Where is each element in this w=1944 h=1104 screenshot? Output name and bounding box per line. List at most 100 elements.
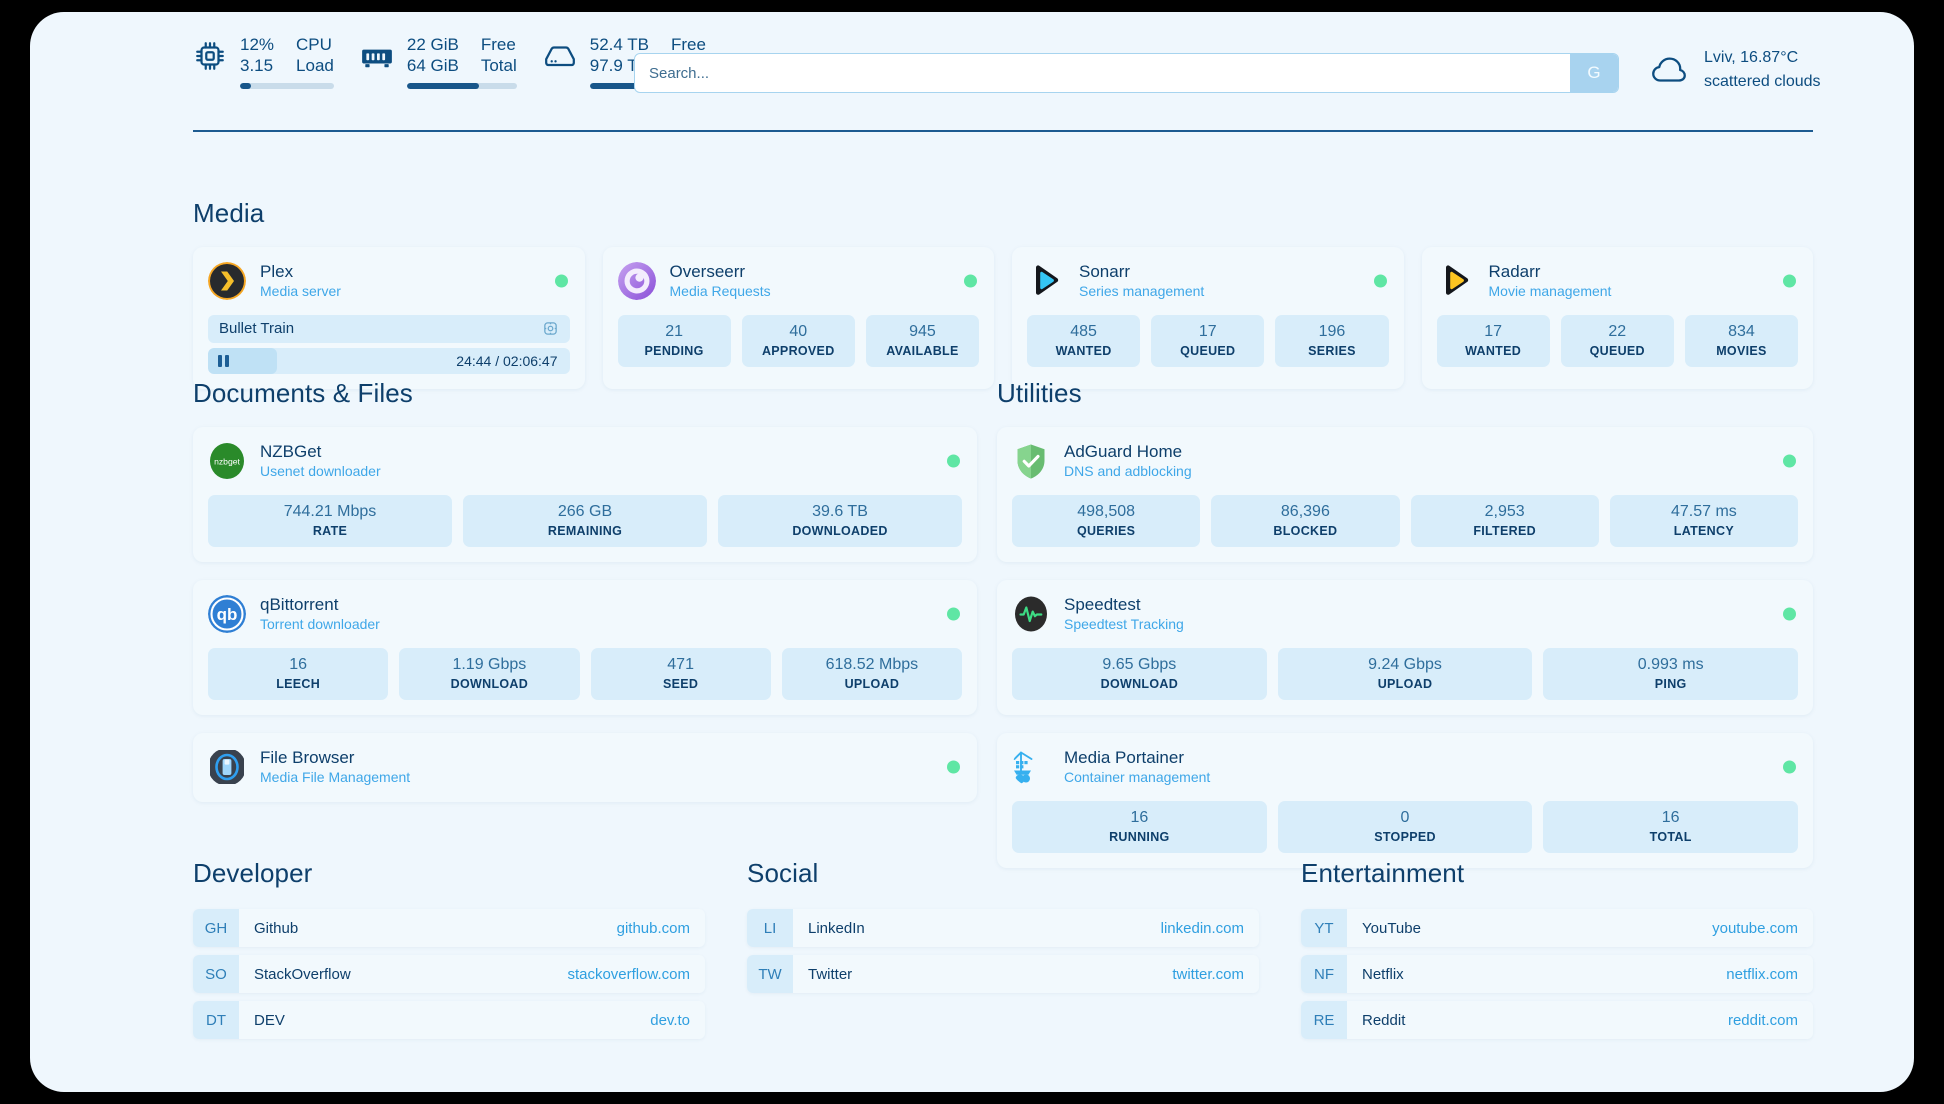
service-subtitle: Torrent downloader bbox=[260, 615, 380, 632]
resource-stats-group: 12% 3.15 CPU Load bbox=[193, 35, 707, 89]
service-card[interactable]: nzbget NZBGet Usenet downloader 744.21 M… bbox=[193, 427, 977, 563]
stat-tile-label: SERIES bbox=[1308, 344, 1356, 359]
service-card[interactable]: AdGuard Home DNS and adblocking 498,508 … bbox=[997, 427, 1813, 563]
documents-card-list: nzbget NZBGet Usenet downloader 744.21 M… bbox=[193, 427, 977, 802]
service-name: NZBGet bbox=[260, 442, 322, 461]
stat-tile: 498,508 QUERIES bbox=[1012, 494, 1201, 548]
media-section-title: Media bbox=[193, 198, 265, 228]
stat-tile: 39.6 TB DOWNLOADED bbox=[718, 494, 962, 548]
stat-tile-label: RATE bbox=[312, 524, 348, 539]
documents-section: Documents & Files nzbget NZBGet Usenet d… bbox=[193, 378, 977, 802]
svg-text:nzbget: nzbget bbox=[214, 456, 240, 466]
bookmark-item[interactable]: LI LinkedIn linkedin.com bbox=[747, 909, 1259, 947]
stat-tile-label: AVAILABLE bbox=[886, 344, 959, 359]
bookmark-abbr: GH bbox=[193, 909, 239, 947]
stat-tile-label: BLOCKED bbox=[1273, 524, 1338, 539]
service-card[interactable]: Sonarr Series management 485 WANTED 17 Q… bbox=[1012, 247, 1404, 389]
service-name: File Browser bbox=[260, 748, 355, 768]
stat-tile-label: QUERIES bbox=[1076, 524, 1136, 539]
service-card-header: qb qBittorrent Torrent downloader bbox=[208, 594, 962, 634]
bookmark-group: Developer GH Github github.com SO StackO… bbox=[193, 858, 705, 1039]
search-bar[interactable]: G bbox=[634, 53, 1619, 93]
service-subtitle: Usenet downloader bbox=[260, 462, 381, 479]
bookmark-group-title: Entertainment bbox=[1301, 858, 1465, 888]
bookmark-item[interactable]: NF Netflix netflix.com bbox=[1301, 955, 1813, 993]
bookmark-item[interactable]: TW Twitter twitter.com bbox=[747, 955, 1259, 993]
service-card-header: nzbget NZBGet Usenet downloader bbox=[208, 441, 962, 481]
bookmark-group: Social LI LinkedIn linkedin.com TW Twitt… bbox=[747, 858, 1259, 1039]
bookmark-item[interactable]: GH Github github.com bbox=[193, 909, 705, 947]
settings-icon[interactable] bbox=[542, 320, 559, 337]
stat-tile-value: 0 bbox=[1400, 808, 1410, 826]
bookmark-item[interactable]: RE Reddit reddit.com bbox=[1301, 1001, 1813, 1039]
service-card[interactable]: File Browser Media File Management bbox=[193, 733, 977, 802]
bookmark-abbr: SO bbox=[193, 955, 239, 993]
bookmark-abbr: YT bbox=[1301, 909, 1347, 947]
stat-tile-value: 196 bbox=[1318, 322, 1346, 340]
service-card[interactable]: Plex Media server Bullet Train 24:44 / 0… bbox=[193, 247, 585, 389]
service-card-header: Media Portainer Container management bbox=[1012, 747, 1798, 787]
stat-tile-label: WANTED bbox=[1055, 344, 1112, 359]
bookmark-name: Reddit bbox=[1362, 1011, 1406, 1029]
stat-tiles: 9.65 Gbps DOWNLOAD 9.24 Gbps UPLOAD 0.99… bbox=[1012, 647, 1799, 701]
now-playing-title-row[interactable]: Bullet Train bbox=[208, 314, 570, 343]
service-name: Radarr bbox=[1488, 262, 1541, 281]
stat-tile: 47.57 ms LATENCY bbox=[1609, 494, 1798, 548]
bookmark-name: StackOverflow bbox=[254, 965, 351, 983]
stat-tile-value: 9.24 Gbps bbox=[1368, 655, 1442, 673]
stat-tiles: 17 WANTED 22 QUEUED 834 MOVIES bbox=[1436, 314, 1799, 368]
service-card[interactable]: Speedtest Speedtest Tracking 9.65 Gbps D… bbox=[997, 580, 1813, 716]
bookmark-item[interactable]: DT DEV dev.to bbox=[193, 1001, 705, 1039]
bookmark-item[interactable]: SO StackOverflow stackoverflow.com bbox=[193, 955, 705, 993]
bookmark-abbr: LI bbox=[747, 909, 793, 947]
stat-tile: 945 AVAILABLE bbox=[865, 314, 980, 368]
service-card-header: Speedtest Speedtest Tracking bbox=[1012, 594, 1798, 634]
stat-tile-label: DOWNLOAD bbox=[1100, 677, 1179, 692]
service-card-header: File Browser Media File Management bbox=[208, 747, 962, 787]
bookmark-url: github.com bbox=[616, 919, 690, 937]
status-badge bbox=[554, 274, 568, 288]
pause-icon[interactable] bbox=[218, 354, 229, 367]
service-card-header: Overseerr Media Requests bbox=[617, 261, 980, 301]
now-playing-progress[interactable]: 24:44 / 02:06:47 bbox=[208, 347, 570, 374]
service-card[interactable]: Media Portainer Container management 16 … bbox=[997, 733, 1813, 869]
service-card[interactable]: qb qBittorrent Torrent downloader 16 LEE… bbox=[193, 580, 977, 716]
stat-tile-value: 618.52 Mbps bbox=[825, 655, 919, 673]
stat-tile-value: 86,396 bbox=[1280, 502, 1330, 520]
status-badge bbox=[1783, 274, 1796, 288]
resource-label-top: Free bbox=[671, 35, 706, 55]
stat-tile: 40 APPROVED bbox=[741, 314, 855, 368]
stat-tile-label: QUEUED bbox=[1180, 344, 1236, 359]
service-subtitle: Speedtest Tracking bbox=[1064, 615, 1184, 632]
media-card-grid: Plex Media server Bullet Train 24:44 / 0… bbox=[193, 247, 1813, 389]
bookmark-url: linkedin.com bbox=[1160, 919, 1244, 937]
stat-tile: 1.19 Gbps DOWNLOAD bbox=[399, 647, 580, 701]
stat-tile: 618.52 Mbps UPLOAD bbox=[781, 647, 962, 701]
search-submit-button[interactable]: G bbox=[1570, 54, 1618, 92]
service-card[interactable]: Radarr Movie management 17 WANTED 22 QUE… bbox=[1421, 247, 1813, 389]
status-badge bbox=[1373, 274, 1387, 288]
service-subtitle: Series management bbox=[1079, 282, 1205, 299]
bookmark-url: youtube.com bbox=[1712, 919, 1798, 937]
speedtest-icon bbox=[1012, 595, 1050, 633]
resource-stat-memory: 22 GiB 64 GiB Free Total bbox=[360, 35, 517, 89]
stat-tile-label: DOWNLOADED bbox=[792, 524, 888, 539]
stat-tile: 21 PENDING bbox=[617, 314, 731, 368]
stat-tile-label: TOTAL bbox=[1649, 830, 1692, 845]
search-input[interactable] bbox=[635, 54, 1570, 92]
resource-value: 52.4 TB bbox=[589, 35, 649, 55]
service-card[interactable]: Overseerr Media Requests 21 PENDING 40 A… bbox=[602, 247, 994, 389]
stat-tile-value: 16 bbox=[1661, 808, 1680, 826]
stat-tile-value: 834 bbox=[1728, 322, 1755, 340]
bookmarks-area: Developer GH Github github.com SO StackO… bbox=[193, 858, 1813, 1039]
bookmark-name: Github bbox=[254, 919, 299, 937]
service-subtitle: DNS and adblocking bbox=[1064, 462, 1192, 479]
bookmark-group-title: Social bbox=[747, 858, 819, 888]
bookmark-group-title: Developer bbox=[193, 858, 313, 888]
resource-value: 22 GiB bbox=[406, 35, 459, 55]
service-subtitle: Container management bbox=[1064, 768, 1211, 785]
stat-tile-label: PING bbox=[1654, 677, 1687, 692]
status-badge bbox=[947, 454, 960, 468]
stat-tile-value: 485 bbox=[1070, 322, 1097, 340]
bookmark-item[interactable]: YT YouTube youtube.com bbox=[1301, 909, 1813, 947]
